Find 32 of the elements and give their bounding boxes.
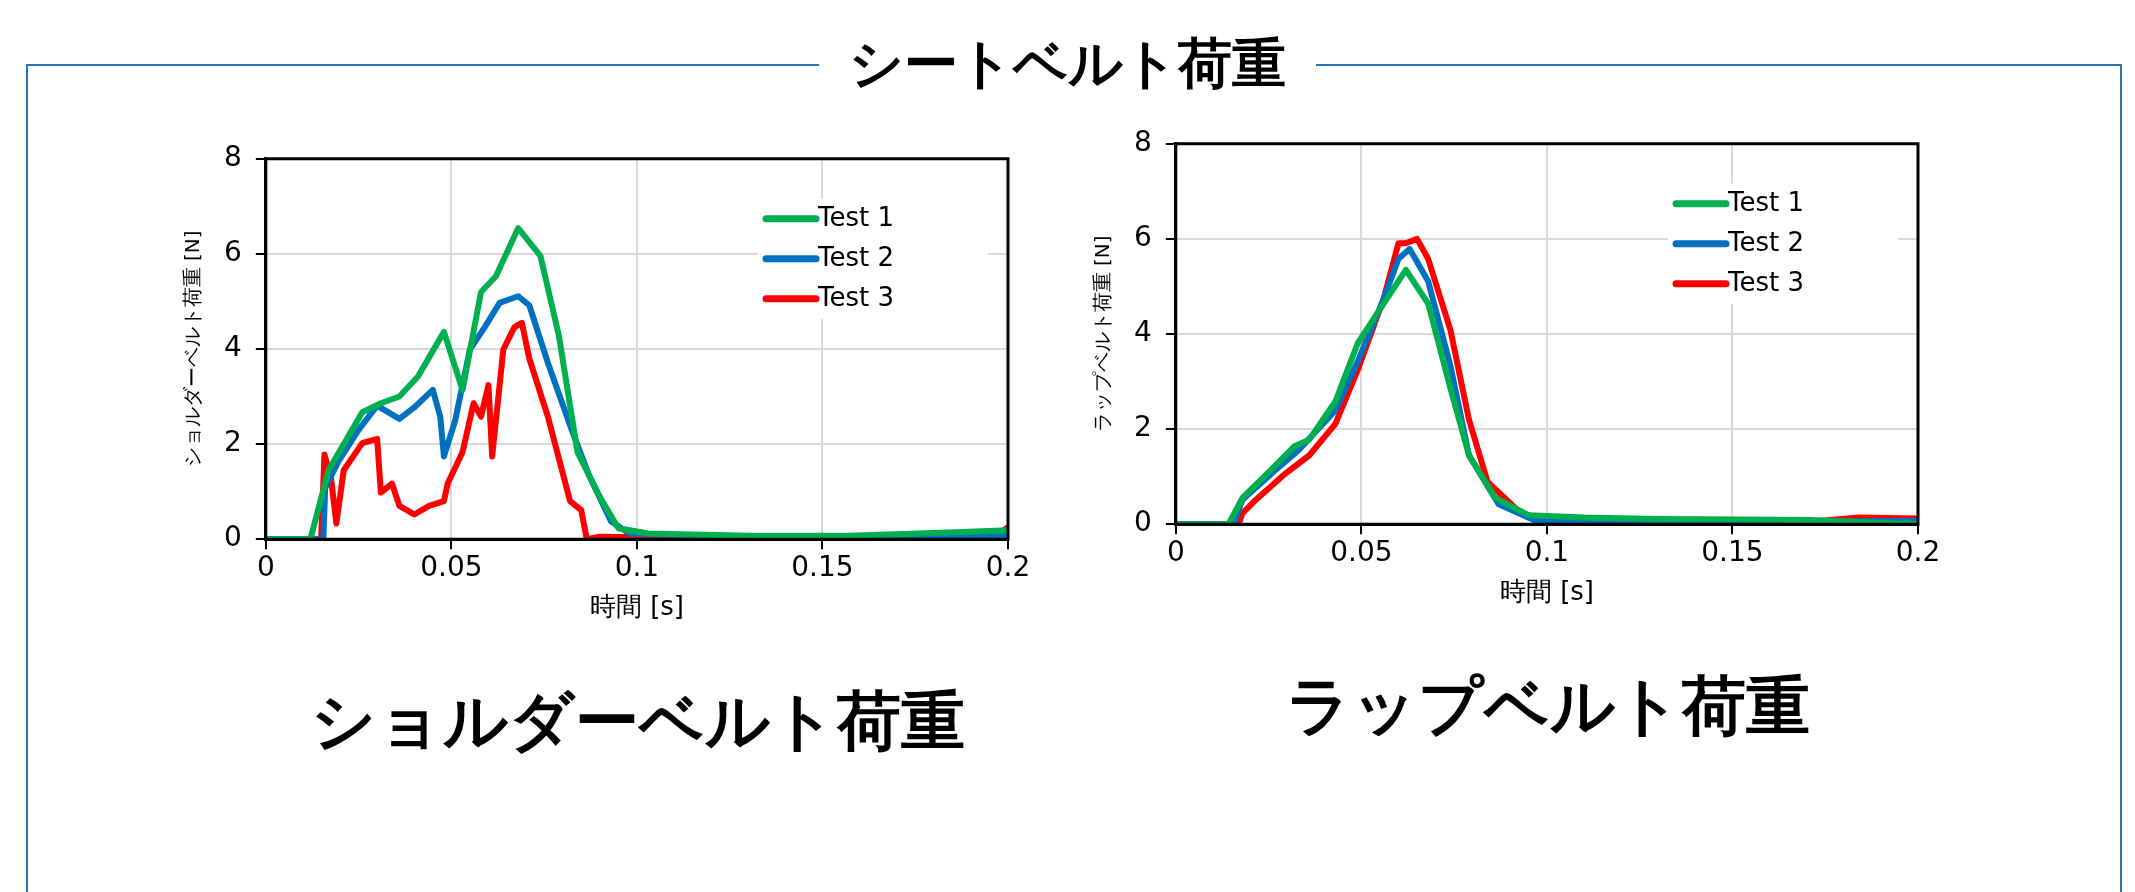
x-tick-label: 0.2 [985, 550, 1031, 584]
y-axis-title: ショルダーベルト荷重 [N] [180, 230, 205, 468]
x-tick-label: 0.05 [1330, 535, 1393, 569]
y-tick-label: 6 [223, 235, 242, 269]
y-tick-label: 8 [223, 140, 242, 174]
x-tick-label: 0.15 [791, 550, 854, 584]
legend-label: Test 3 [1727, 266, 1805, 297]
x-tick-label: 0.2 [1895, 535, 1941, 569]
text: ショルダーベルト荷重 [310, 683, 966, 760]
text: ラップベルト荷重 [1285, 668, 1811, 745]
legend-label: Test 2 [817, 241, 895, 272]
y-axis-title: ラップベルト荷重 [N] [1090, 235, 1115, 433]
legend-label: Test 1 [817, 201, 895, 232]
y-tick-label: 4 [223, 330, 242, 364]
y-tick-label: 0 [1133, 505, 1152, 539]
y-tick-label: 2 [223, 425, 242, 459]
x-tick-label: 0.1 [1524, 535, 1570, 569]
legend-label: Test 2 [1727, 226, 1805, 257]
x-tick-label: 0 [256, 550, 275, 584]
x-axis-title: 時間 [s] [1499, 576, 1594, 607]
y-tick-label: 8 [1133, 125, 1152, 159]
x-axis-title: 時間 [s] [589, 591, 684, 622]
text: シートベルト荷重 [819, 32, 1316, 95]
y-tick-label: 4 [1133, 315, 1152, 349]
x-tick-label: 0.1 [614, 550, 660, 584]
x-tick-label: 0 [1166, 535, 1185, 569]
legend-label: Test 3 [817, 281, 895, 312]
y-tick-label: 6 [1133, 220, 1152, 254]
x-tick-label: 0.05 [420, 550, 483, 584]
legend-label: Test 1 [1727, 186, 1805, 217]
x-tick-label: 0.15 [1701, 535, 1764, 569]
y-tick-label: 2 [1133, 410, 1152, 444]
